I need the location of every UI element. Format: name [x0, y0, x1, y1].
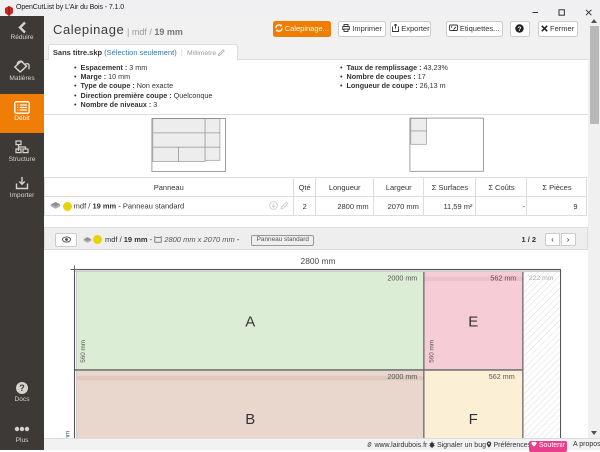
svg-text:560 mm: 560 mm: [80, 340, 87, 363]
svg-text:E: E: [468, 313, 478, 330]
svg-text:2800 mm: 2800 mm: [301, 256, 336, 266]
svg-text:560 mm: 560 mm: [429, 340, 436, 363]
svg-text:562 mm: 562 mm: [490, 273, 516, 282]
svg-text:F: F: [469, 411, 478, 428]
svg-text:562 mm: 562 mm: [489, 372, 515, 381]
svg-text:?: ?: [19, 383, 25, 393]
svg-text:2000 mm: 2000 mm: [387, 273, 417, 282]
svg-text:2000 mm: 2000 mm: [387, 372, 417, 381]
svg-text:?: ?: [518, 26, 522, 33]
svg-text:A: A: [245, 313, 255, 330]
svg-text:222 mm: 222 mm: [529, 275, 554, 282]
svg-text:B: B: [245, 411, 255, 428]
